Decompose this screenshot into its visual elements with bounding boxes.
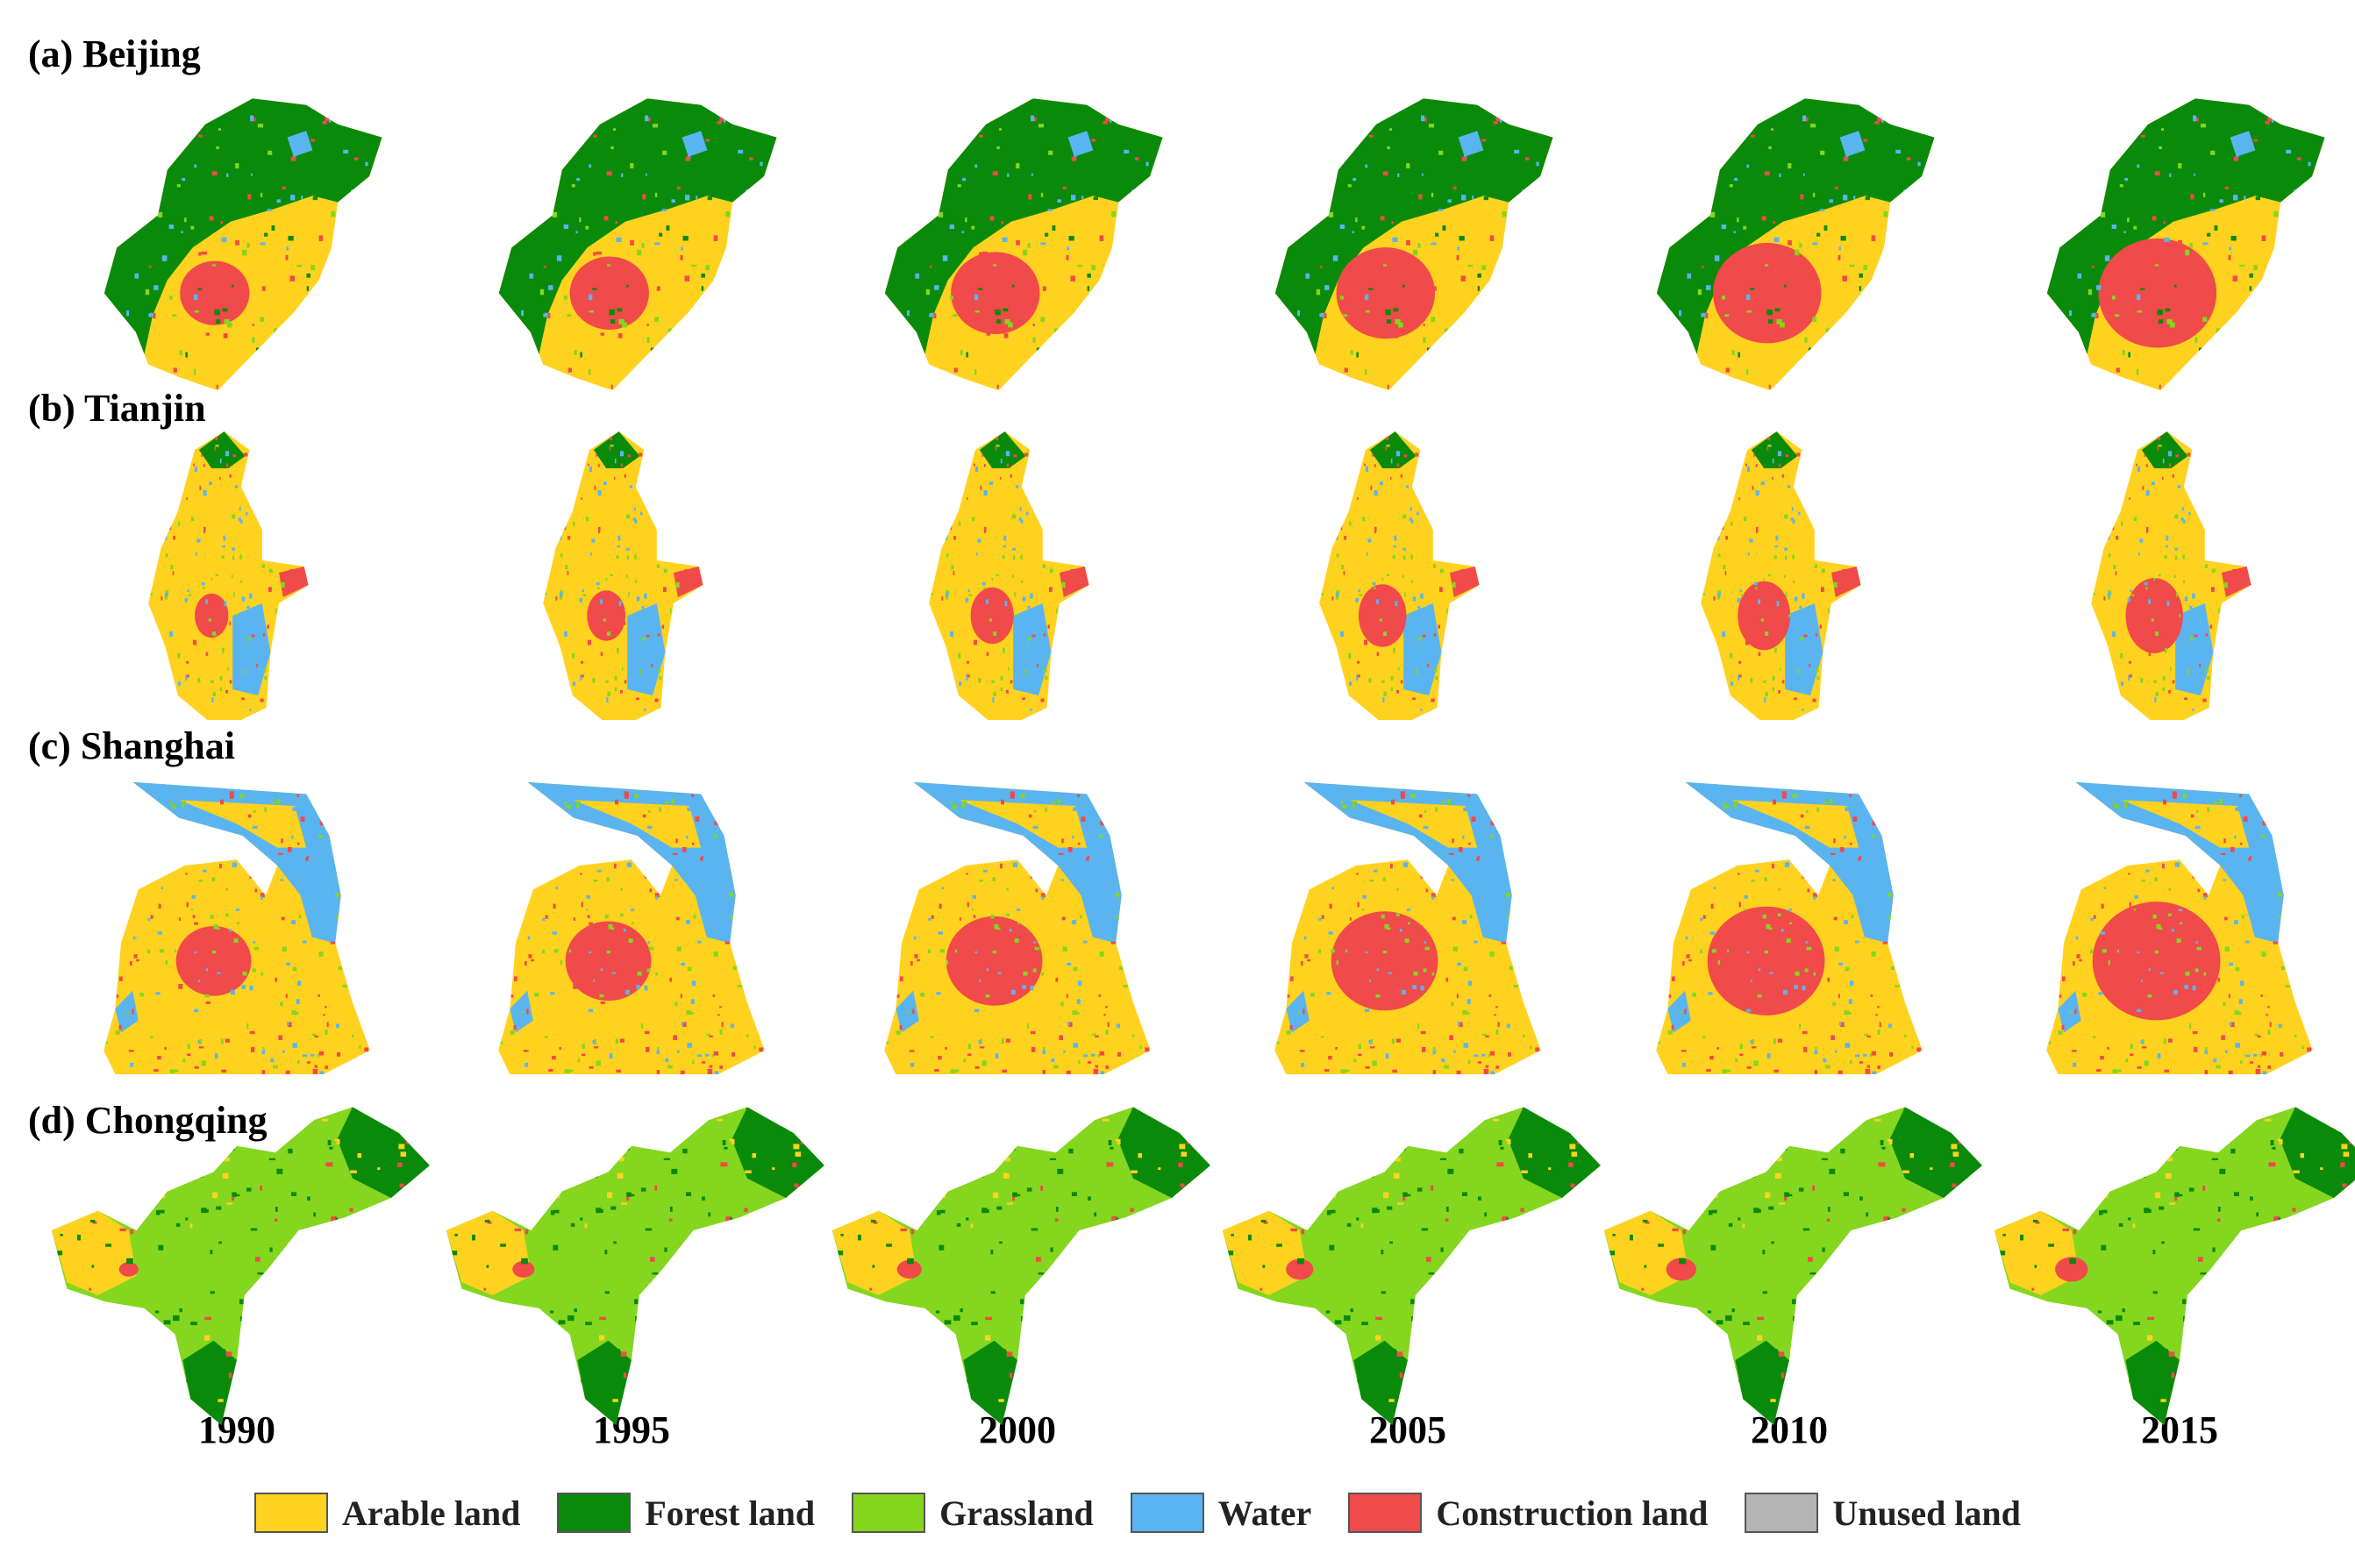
map-tianjin-2000 xyxy=(929,431,1089,720)
map-chongqing-2000 xyxy=(831,1107,1210,1425)
map-beijing-2000 xyxy=(884,98,1163,391)
legend-item-grass: Grassland xyxy=(852,1493,1094,1534)
map-chongqing-2015 xyxy=(1994,1107,2355,1425)
legend-item-arable: Arable land xyxy=(254,1493,520,1534)
legend-swatch-water xyxy=(1130,1493,1204,1533)
map-shanghai-2015 xyxy=(2046,781,2313,1074)
legend-item-forest: Forest land xyxy=(557,1493,815,1534)
map-shanghai-2000 xyxy=(884,781,1151,1074)
map-tianjin-2010 xyxy=(1701,431,1861,720)
legend-swatch-unused xyxy=(1745,1493,1819,1533)
legend-label-unused: Unused land xyxy=(1832,1493,2021,1533)
map-chongqing-1990 xyxy=(51,1107,431,1425)
legend-item-unused: Unused land xyxy=(1745,1493,2021,1534)
legend-label-grass: Grassland xyxy=(939,1493,1094,1533)
legend-item-water: Water xyxy=(1130,1493,1312,1534)
map-beijing-1995 xyxy=(498,98,777,391)
legend-swatch-construction xyxy=(1348,1493,1423,1533)
map-beijing-2015 xyxy=(2046,98,2325,391)
legend-label-construction: Construction land xyxy=(1436,1493,1709,1533)
map-shanghai-1990 xyxy=(103,781,370,1074)
map-beijing-2010 xyxy=(1656,98,1935,391)
map-tianjin-1995 xyxy=(543,431,703,720)
row-title-beijing: (a) Beijing xyxy=(28,32,201,75)
legend-swatch-grass xyxy=(852,1493,926,1533)
legend-label-forest: Forest land xyxy=(645,1493,816,1533)
legend-label-water: Water xyxy=(1217,1493,1312,1533)
row-title-tianjin: (b) Tianjin xyxy=(28,387,206,430)
map-shanghai-1995 xyxy=(498,781,765,1074)
row-title-chongqing: (d) Chongqing xyxy=(28,1099,268,1142)
legend-item-construction: Construction land xyxy=(1348,1493,1708,1534)
map-tianjin-2005 xyxy=(1319,431,1480,720)
legend-swatch-arable xyxy=(254,1493,328,1533)
row-title-shanghai: (c) Shanghai xyxy=(28,724,235,767)
map-tianjin-1990 xyxy=(148,431,309,720)
map-shanghai-2010 xyxy=(1656,781,1923,1074)
map-chongqing-2010 xyxy=(1603,1107,1982,1425)
map-chongqing-1995 xyxy=(446,1107,824,1425)
map-tianjin-2015 xyxy=(2091,431,2252,720)
map-beijing-1990 xyxy=(103,98,382,391)
legend-label-arable: Arable land xyxy=(342,1493,521,1533)
map-beijing-2005 xyxy=(1274,98,1553,391)
map-shanghai-2005 xyxy=(1274,781,1541,1074)
legend-swatch-forest xyxy=(557,1493,632,1533)
map-chongqing-2005 xyxy=(1222,1107,1601,1425)
legend: Arable land Forest land Grassland Water … xyxy=(254,1491,2058,1535)
